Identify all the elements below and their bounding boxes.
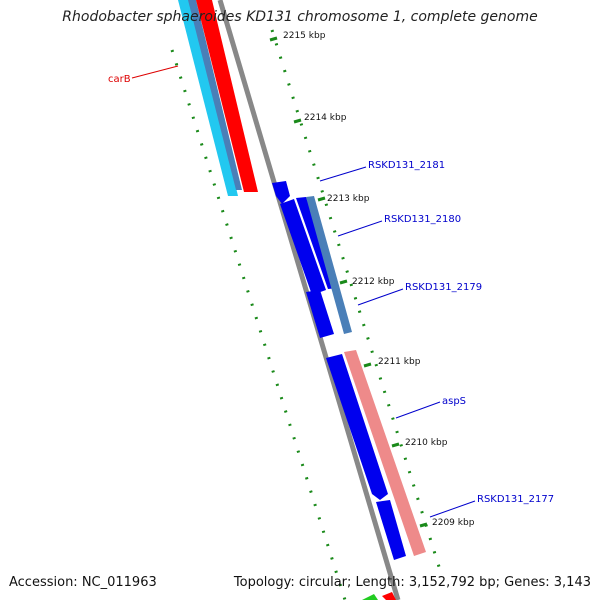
gene-carB-segment[interactable] <box>196 0 258 192</box>
accession-label: Accession: NC_011963 <box>9 575 157 590</box>
ruler-label-2211: 2211 kbp <box>378 357 421 367</box>
map-title: Rhodobacter sphaeroides KD131 chromosome… <box>62 9 538 25</box>
label-leaders <box>131 65 476 518</box>
gene-aspS-segment[interactable] <box>326 354 388 500</box>
ruler-label-2212: 2212 kbp <box>352 277 395 287</box>
gene-steel-inner-segment[interactable] <box>306 196 352 334</box>
gene-green-bottom[interactable] <box>362 594 378 600</box>
ruler-labels: 2215 kbp 2214 kbp 2213 kbp 2212 kbp 2211… <box>283 31 475 528</box>
gene-RSKD131-2179-segment[interactable] <box>306 290 334 338</box>
gene-red-bottom[interactable] <box>382 592 396 600</box>
gene-labels: carB RSKD131_2181 RSKD131_2180 RSKD131_2… <box>108 74 554 505</box>
gene-RSKD131-2181-arrow[interactable] <box>272 181 290 204</box>
gene-pink-segment[interactable] <box>344 350 426 556</box>
ruler-ticks <box>269 36 428 528</box>
gene-label-aspS: aspS <box>442 396 466 407</box>
ruler-label-2214: 2214 kbp <box>304 113 347 123</box>
gene-label-RSKD131-2177: RSKD131_2177 <box>477 494 554 505</box>
topology-label: Topology: circular; Length: 3,152,792 bp… <box>233 575 591 590</box>
gene-cyan-segment[interactable] <box>178 0 238 196</box>
gene-blue-segment-1[interactable] <box>280 199 326 295</box>
ruler-label-2215: 2215 kbp <box>283 31 326 41</box>
inner-ruler-dots <box>270 29 442 571</box>
gene-steel-segment[interactable] <box>188 0 242 190</box>
ruler-label-2209: 2209 kbp <box>432 518 475 528</box>
gene-label-carB: carB <box>108 74 131 85</box>
gene-label-RSKD131-2180: RSKD131_2180 <box>384 214 461 225</box>
gene-label-RSKD131-2181: RSKD131_2181 <box>368 160 445 171</box>
gene-label-RSKD131-2179: RSKD131_2179 <box>405 282 482 293</box>
ruler-label-2210: 2210 kbp <box>405 438 448 448</box>
ruler-label-2213: 2213 kbp <box>327 194 370 204</box>
gene-RSKD131-2177-segment[interactable] <box>376 500 406 560</box>
